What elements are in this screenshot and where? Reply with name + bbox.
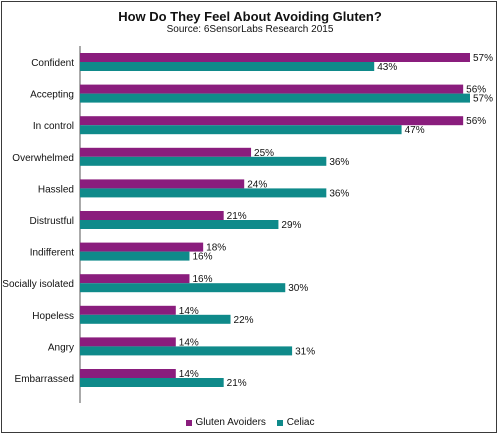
value-label-gluten-avoiders-confident: 57%: [473, 53, 493, 64]
bar-gluten-avoiders-indifferent: [80, 242, 204, 252]
category-label-in-control: In control: [33, 121, 74, 132]
legend-swatch-gluten-avoiders: [185, 419, 192, 426]
bar-celiac-hopeless: [80, 314, 231, 324]
value-label-celiac-embarrassed: 21%: [227, 378, 247, 389]
value-label-gluten-avoiders-overwhelmed: 25%: [254, 148, 274, 159]
value-label-gluten-avoiders-in-control: 56%: [466, 116, 486, 127]
value-label-celiac-overwhelmed: 36%: [329, 157, 349, 168]
category-label-hassled: Hassled: [38, 184, 74, 195]
bar-celiac-socially-isolated: [80, 283, 286, 293]
bar-celiac-hassled: [80, 188, 327, 198]
bar-gluten-avoiders-accepting: [80, 84, 464, 94]
value-label-gluten-avoiders-embarrassed: 14%: [179, 369, 199, 380]
legend-item-gluten-avoiders: Gluten Avoiders: [185, 417, 266, 428]
value-label-celiac-indifferent: 16%: [192, 252, 212, 263]
bar-celiac-angry: [80, 346, 293, 356]
category-label-accepting: Accepting: [30, 90, 74, 101]
category-label-angry: Angry: [48, 342, 74, 353]
value-label-celiac-distrustful: 29%: [281, 220, 301, 231]
category-label-confident: Confident: [31, 58, 74, 69]
bars-layer: Confident 57%43%Accepting 56%57%In control…: [2, 53, 493, 389]
value-label-celiac-angry: 31%: [295, 346, 315, 357]
value-label-gluten-avoiders-angry: 14%: [179, 337, 199, 348]
value-label-celiac-in-control: 47%: [405, 125, 425, 136]
legend: Gluten Avoiders Celiac: [0, 417, 500, 429]
value-label-celiac-confident: 43%: [377, 62, 397, 73]
value-label-gluten-avoiders-hopeless: 14%: [179, 306, 199, 317]
category-label-socially-isolated: Socially isolated: [2, 279, 74, 290]
bar-gluten-avoiders-angry: [80, 337, 176, 347]
category-label-overwhelmed: Overwhelmed: [12, 153, 74, 164]
value-label-celiac-accepting: 57%: [473, 94, 493, 105]
category-label-embarrassed: Embarrassed: [15, 374, 74, 385]
bar-gluten-avoiders-in-control: [80, 116, 464, 126]
chart-subtitle: Source: 6SensorLabs Research 2015: [166, 24, 334, 35]
bar-gluten-avoiders-embarrassed: [80, 369, 176, 378]
bar-gluten-avoiders-hassled: [80, 179, 245, 189]
bar-celiac-overwhelmed: [80, 156, 327, 166]
bar-gluten-avoiders-hopeless: [80, 305, 176, 315]
category-label-indifferent: Indifferent: [30, 248, 75, 259]
bar-gluten-avoiders-overwhelmed: [80, 147, 252, 157]
legend-item-celiac: Celiac: [276, 417, 315, 428]
value-label-gluten-avoiders-hassled: 24%: [247, 179, 267, 190]
value-label-celiac-socially-isolated: 30%: [288, 283, 308, 294]
value-label-gluten-avoiders-indifferent: 18%: [206, 243, 226, 254]
legend-label-gluten-avoiders: Gluten Avoiders: [195, 417, 266, 428]
category-label-hopeless: Hopeless: [32, 311, 74, 322]
bar-gluten-avoiders-socially-isolated: [80, 274, 190, 284]
value-label-celiac-hassled: 36%: [329, 188, 349, 199]
bar-celiac-accepting: [80, 93, 470, 103]
value-label-gluten-avoiders-accepting: 56%: [466, 85, 486, 96]
chart-title: How Do They Feel About Avoiding Gluten?: [118, 9, 382, 24]
legend-label-celiac: Celiac: [286, 417, 315, 428]
bar-gluten-avoiders-confident: [80, 53, 470, 62]
bar-celiac-indifferent: [80, 251, 190, 261]
category-label-distrustful: Distrustful: [30, 216, 74, 227]
legend-swatch-celiac: [276, 419, 283, 426]
bar-celiac-confident: [80, 62, 375, 71]
bar-celiac-in-control: [80, 125, 402, 135]
value-label-celiac-hopeless: 22%: [234, 315, 254, 326]
value-label-gluten-avoiders-socially-isolated: 16%: [192, 274, 212, 285]
bar-gluten-avoiders-distrustful: [80, 211, 224, 220]
bar-celiac-distrustful: [80, 220, 279, 229]
bar-celiac-embarrassed: [80, 378, 224, 387]
value-label-gluten-avoiders-distrustful: 21%: [227, 211, 247, 222]
